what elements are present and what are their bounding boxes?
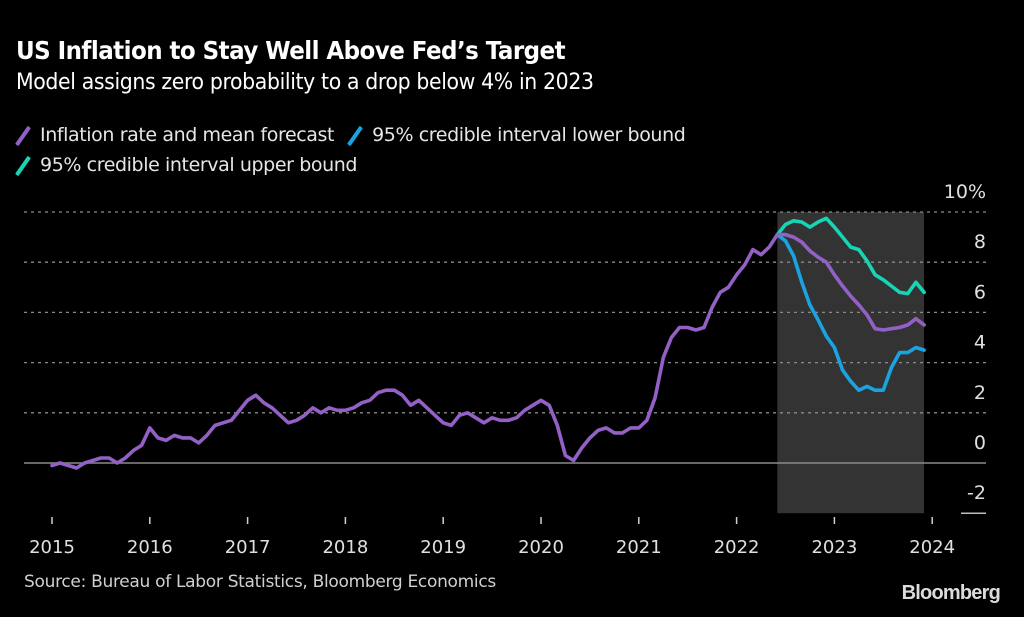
x-tick-label: 2023 [811,537,857,558]
y-tick-label: 2 [974,382,986,404]
bloomberg-logo: Bloomberg [901,582,1001,604]
y-tick-label: 6 [974,281,986,303]
legend-item-upper-bound: 95% credible interval upper bound [16,154,357,176]
legend-label-mean: Inflation rate and mean forecast [40,124,335,146]
series-line-upper-bound [775,216,926,296]
y-tick-label: -2 [967,482,986,504]
source-note: Source: Bureau of Labor Statistics, Bloo… [24,572,496,592]
x-tick-label: 2022 [714,537,760,558]
x-tick-label: 2016 [127,537,173,558]
x-tick-label: 2019 [420,537,466,558]
chart-title: US Inflation to Stay Well Above Fed’s Ta… [16,36,566,65]
series-line-mean [50,232,926,470]
y-tick-label: 4 [974,332,986,354]
chart-subtitle: Model assigns zero probability to a drop… [16,70,594,95]
series-line-lower-bound [775,232,926,393]
x-tick-label: 2020 [518,537,564,558]
legend-item-mean: Inflation rate and mean forecast [16,124,334,146]
y-tick-label: 8 [974,231,986,253]
x-tick-label: 2018 [322,537,368,558]
y-tick-label: 0 [974,432,986,454]
legend-label-upper-bound: 95% credible interval upper bound [40,154,358,176]
legend-item-lower-bound: 95% credible interval lower bound [348,124,686,146]
y-tick-label: 10% [944,181,986,203]
x-tick-label: 2021 [616,537,662,558]
legend-label-lower-bound: 95% credible interval lower bound [372,124,686,146]
x-tick-label: 2015 [29,537,75,558]
x-tick-label: 2017 [225,537,271,558]
x-tick-label: 2024 [909,537,955,558]
legend: Inflation rate and mean forecast 95% cre… [16,120,916,180]
